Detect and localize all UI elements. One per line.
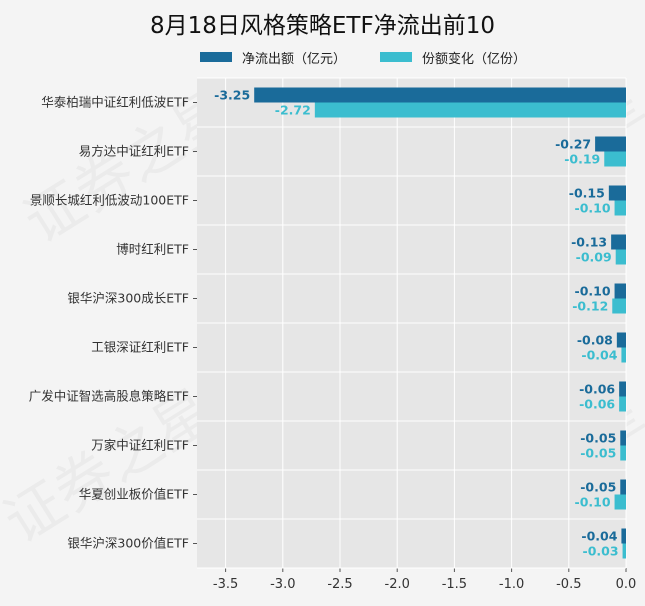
y-tick-label: 银华沪深300价值ETF <box>67 536 189 551</box>
x-tick-label: -2.5 <box>327 577 352 592</box>
bar <box>619 396 626 412</box>
y-tick-label: 易方达中证红利ETF <box>79 144 189 159</box>
chart-legend: 净流出额（亿元） 份额变化（亿份） <box>0 48 645 67</box>
data-label: -0.06 <box>579 382 615 397</box>
bar <box>620 445 626 461</box>
bar <box>614 200 626 216</box>
data-label: -0.13 <box>571 235 607 250</box>
y-tick-label: 工银深证红利ETF <box>91 340 189 355</box>
bar <box>611 234 626 250</box>
data-label: -0.05 <box>580 446 616 461</box>
x-tick-label: -3.5 <box>213 577 238 592</box>
data-label: -2.72 <box>275 103 311 118</box>
data-label: -0.12 <box>572 299 608 314</box>
bar <box>621 528 626 544</box>
data-label: -0.09 <box>576 250 612 265</box>
bar <box>595 136 626 152</box>
chart-title: 8月18日风格策略ETF净流出前10 <box>150 13 495 39</box>
legend-swatch-net-outflow <box>200 52 232 62</box>
bar <box>622 543 626 559</box>
bar <box>621 347 626 363</box>
data-label: -0.08 <box>577 333 613 348</box>
y-tick-label: 博时红利ETF <box>116 242 189 257</box>
legend-label: 份额变化（亿份） <box>422 52 527 67</box>
bar <box>620 479 626 495</box>
x-tick-label: -2.0 <box>385 577 410 592</box>
data-label: -0.05 <box>580 431 616 446</box>
data-label: -0.05 <box>580 480 616 495</box>
y-tick-label: 华泰柏瑞中证红利低波ETF <box>41 95 189 110</box>
x-tick-label: -1.0 <box>499 577 524 592</box>
data-label: -0.04 <box>581 348 617 363</box>
y-tick-label: 广发中证智选高股息策略ETF <box>29 389 189 404</box>
x-tick-label: -1.5 <box>442 577 467 592</box>
y-tick-label: 华夏创业板价值ETF <box>79 487 189 502</box>
data-label: -0.10 <box>575 284 611 299</box>
data-label: -0.10 <box>575 201 611 216</box>
bar <box>620 430 626 446</box>
bar <box>619 381 626 397</box>
y-tick-label: 万家中证红利ETF <box>91 438 189 453</box>
x-tick-label: -3.0 <box>270 577 295 592</box>
data-label: -0.03 <box>583 544 619 559</box>
bar <box>314 102 626 118</box>
data-label: -3.25 <box>214 88 250 103</box>
data-label: -0.06 <box>579 397 615 412</box>
y-tick-label: 银华沪深300成长ETF <box>67 291 189 306</box>
x-tick-label: -0.5 <box>556 577 581 592</box>
x-tick-label: 0.0 <box>616 577 637 592</box>
bar <box>604 151 626 167</box>
bar <box>614 283 626 299</box>
y-tick-label: 景顺长城红利低波动100ETF <box>30 193 189 208</box>
bar <box>612 298 626 314</box>
bar <box>614 494 626 510</box>
data-label: -0.04 <box>581 529 617 544</box>
data-label: -0.15 <box>569 186 605 201</box>
bar <box>608 185 626 201</box>
bar <box>616 332 626 348</box>
data-label: -0.19 <box>564 152 600 167</box>
bar <box>615 249 626 265</box>
data-label: -0.27 <box>555 137 591 152</box>
legend-swatch-share-change <box>380 52 412 62</box>
data-label: -0.10 <box>575 495 611 510</box>
bar <box>254 87 626 103</box>
legend-label: 净流出额（亿元） <box>242 52 347 67</box>
